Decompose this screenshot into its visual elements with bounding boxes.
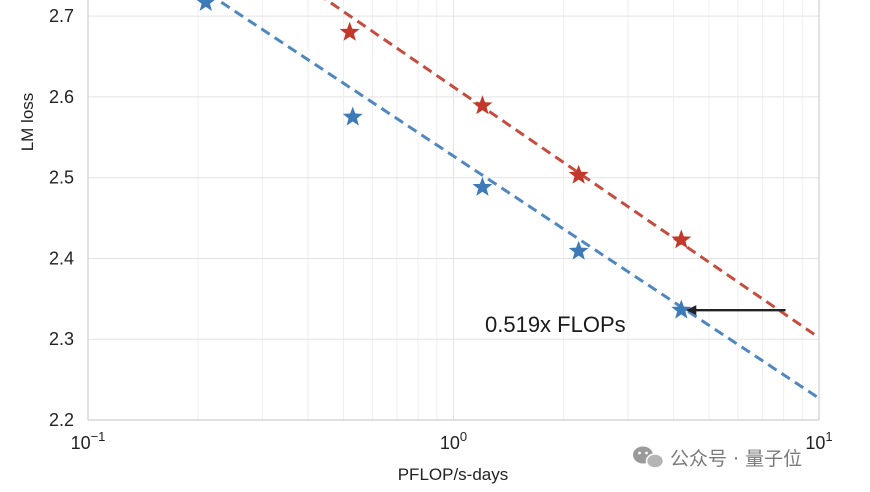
y-tick-labels: 2.2 2.3 2.4 2.5 2.6 2.7: [49, 6, 74, 430]
x-tick-label: 101: [805, 429, 832, 453]
y-axis-label: LM loss: [18, 93, 37, 152]
wechat-icon: [633, 446, 665, 469]
watermark-text: 公众号 · 量子位: [670, 448, 802, 470]
x-axis-label: PFLOP/s-days: [398, 465, 509, 484]
y-tick-label: 2.2: [49, 410, 74, 430]
series-0-point: [568, 164, 589, 184]
x-tick-label: 100: [440, 429, 467, 453]
y-tick-label: 2.3: [49, 329, 74, 349]
series-0-point: [671, 229, 692, 249]
series-1-point: [196, 0, 215, 11]
y-tick-label: 2.6: [49, 87, 74, 107]
annotation-text: 0.519x FLOPs: [485, 312, 626, 337]
y-tick-label: 2.4: [49, 248, 74, 268]
fit-lines: [215, 0, 819, 400]
series-0-fit-line: [324, 0, 819, 339]
x-tick-labels: 10−1 100 101: [71, 429, 833, 453]
series-1-point: [671, 299, 692, 319]
x-tick-label: 10−1: [71, 429, 106, 453]
series-1-fit-line: [215, 0, 819, 400]
series-1-point: [568, 240, 589, 260]
watermark: 公众号 · 量子位: [633, 446, 802, 470]
grid: [87, 0, 819, 421]
y-tick-label: 2.7: [49, 6, 74, 26]
series-1-point: [472, 176, 493, 196]
y-tick-label: 2.5: [49, 168, 74, 188]
data-points: [196, 0, 692, 319]
series-1-point: [342, 106, 363, 126]
series-0-point: [339, 21, 360, 41]
series-0-point: [472, 95, 493, 115]
